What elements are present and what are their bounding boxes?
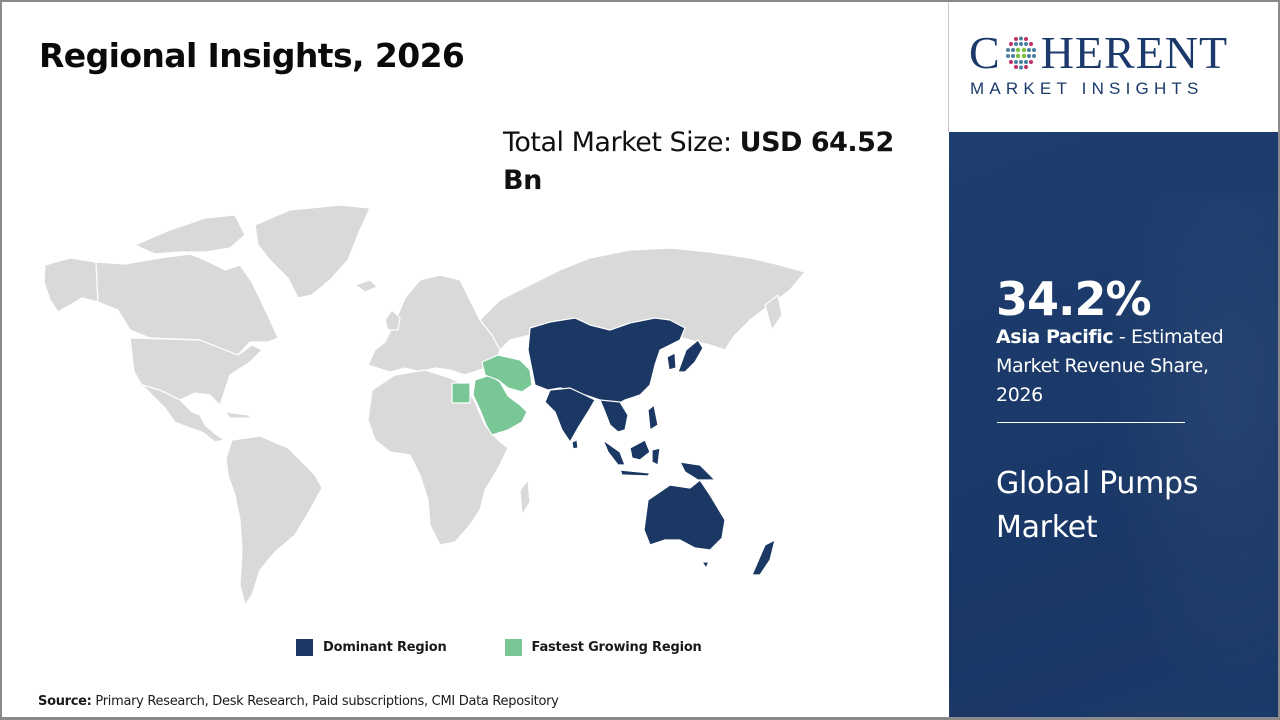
new-guinea <box>679 461 716 481</box>
australia <box>643 479 726 551</box>
globe-dots-icon <box>1005 36 1036 70</box>
new-zealand <box>751 539 776 576</box>
iceland <box>354 279 378 293</box>
logo-letters-herent: HERENT <box>1040 27 1229 78</box>
dominant-region <box>527 317 776 576</box>
logo-wordmark: C HERENT <box>969 30 1228 76</box>
fastest-growing-region <box>451 354 533 436</box>
map-legend: Dominant Region Fastest Growing Region <box>296 639 702 656</box>
borneo <box>629 439 651 461</box>
legend-label: Dominant Region <box>323 640 447 655</box>
share-description-text: - Estimated Market Revenue Share, 2026 <box>996 326 1224 406</box>
sri-lanka <box>571 439 579 450</box>
background-map-watermark <box>1100 192 1280 712</box>
total-market-size: Total Market Size: USD 64.52 Bn <box>503 124 923 200</box>
source-label: Source: <box>38 694 92 709</box>
arctic-islands <box>134 214 246 255</box>
mexico-central-america <box>141 384 226 443</box>
dominant-swatch <box>296 639 313 656</box>
source-note: Source: Primary Research, Desk Research,… <box>38 694 559 709</box>
market-name: Global Pumps Market <box>996 466 1199 545</box>
madagascar <box>519 479 531 516</box>
southeast-asia <box>599 399 629 433</box>
dominant-region-name: Asia Pacific <box>996 326 1114 348</box>
logo-letter-c: C <box>969 27 1001 78</box>
fastest-growing-swatch <box>504 639 522 656</box>
legend-label: Fastest Growing Region <box>531 640 702 655</box>
sulawesi <box>651 447 661 466</box>
share-percentage: 34.2% <box>996 272 1152 326</box>
philippines <box>647 404 659 431</box>
iran-iraq <box>481 354 533 393</box>
egypt <box>451 382 471 404</box>
market-size-label: Total Market Size: <box>503 127 740 158</box>
market-size-value: USD 64.52 Bn <box>503 127 894 196</box>
right-panel: C HERENT MARKET INSIGHTS 34.2% Asia Paci… <box>949 0 1280 720</box>
tasmania <box>701 561 710 569</box>
divider <box>948 2 949 132</box>
greenland <box>254 204 371 299</box>
source-text: Primary Research, Desk Research, Paid su… <box>91 694 559 709</box>
sumatra <box>602 439 626 466</box>
canada <box>95 253 279 356</box>
caribbean <box>224 411 253 419</box>
java <box>619 469 651 477</box>
base-continents <box>43 204 806 606</box>
uk <box>384 309 401 331</box>
south-america <box>225 435 323 606</box>
separator-line <box>997 422 1185 423</box>
company-logo: C HERENT MARKET INSIGHTS <box>949 0 1280 132</box>
india <box>544 387 596 443</box>
left-panel: Regional Insights, 2026 Total Market Siz… <box>38 36 923 709</box>
kamchatka <box>764 294 783 331</box>
share-description: Asia Pacific - Estimated Market Revenue … <box>996 323 1256 410</box>
korea <box>666 352 677 371</box>
legend-dominant-region: Dominant Region <box>296 639 447 656</box>
legend-fastest-growing-region: Fastest Growing Region <box>504 639 702 656</box>
logo-tagline: MARKET INSIGHTS <box>970 79 1204 98</box>
japan <box>677 339 704 373</box>
stat-panel: 34.2% Asia Pacific - Estimated Market Re… <box>949 132 1280 720</box>
page-title: Regional Insights, 2026 <box>39 36 465 75</box>
alaska <box>43 257 99 313</box>
world-map <box>43 204 806 606</box>
